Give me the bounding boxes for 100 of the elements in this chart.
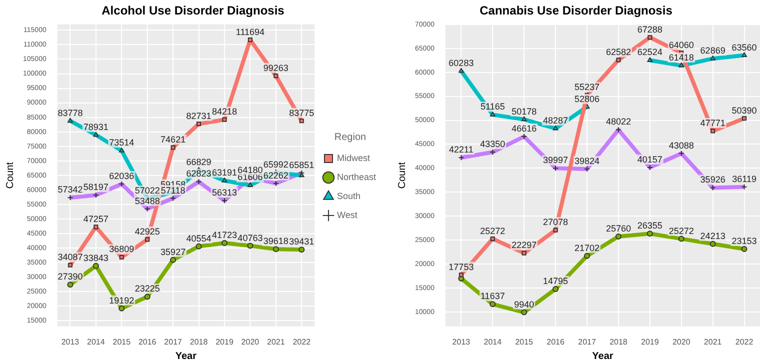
data-label: 42925 <box>134 226 160 236</box>
data-label: 84218 <box>212 106 238 117</box>
data-label: 73514 <box>109 138 134 148</box>
data-label: 36119 <box>732 174 756 184</box>
x-tick-label: 2018 <box>190 337 208 346</box>
data-label: 25272 <box>480 226 506 236</box>
x-tick-label: 2021 <box>704 337 722 346</box>
chart-title: Cannabis Use Disorder Diagnosis <box>480 4 673 18</box>
x-tick-label: 2017 <box>578 337 596 346</box>
data-label: 61418 <box>668 52 694 63</box>
data-label: 63560 <box>732 42 757 52</box>
data-label: 48022 <box>606 116 631 127</box>
data-label: 83778 <box>58 108 83 118</box>
data-label: 65851 <box>289 160 314 170</box>
data-label: 33843 <box>83 252 108 263</box>
data-label: 74621 <box>160 134 186 144</box>
legend-label: Midwest <box>336 152 370 163</box>
data-label: 19192 <box>109 295 134 306</box>
x-tick-label: 2021 <box>267 337 286 346</box>
data-label: 21702 <box>574 242 600 253</box>
data-label: 65992 <box>263 160 288 170</box>
data-label: 23153 <box>732 236 757 246</box>
data-label: 52806 <box>574 94 600 104</box>
data-label: 62036 <box>109 170 134 181</box>
y-axis-title: Count <box>396 162 408 189</box>
x-tick-label: 2020 <box>672 337 691 346</box>
legend-label: Northeast <box>336 172 376 182</box>
data-label: 11637 <box>480 291 505 302</box>
x-tick-label: 2013 <box>61 337 80 346</box>
data-label: 48287 <box>543 115 568 126</box>
data-label: 47771 <box>700 118 726 128</box>
data-label: 57022 <box>134 186 160 196</box>
data-label: 63191 <box>212 168 238 178</box>
data-label: 78931 <box>83 122 108 132</box>
data-label: 111694 <box>236 26 265 37</box>
data-label: 56313 <box>212 188 238 198</box>
x-tick-label: 2016 <box>546 337 565 346</box>
data-label: 64060 <box>668 40 694 50</box>
x-tick-label: 2017 <box>164 337 183 346</box>
data-label: 64180 <box>238 164 263 175</box>
chart-title: Alcohol Use Disorder Diagnosis <box>102 4 285 18</box>
data-label: 23225 <box>134 284 160 294</box>
x-axis-title: Year <box>592 350 614 362</box>
x-tick-label: 2015 <box>515 337 534 346</box>
legend-title: Region <box>334 132 366 143</box>
data-label: 60283 <box>448 58 474 68</box>
x-tick-label: 2014 <box>87 337 106 346</box>
data-label: 40157 <box>637 154 662 164</box>
x-tick-label: 2014 <box>484 337 502 346</box>
data-label: 14795 <box>543 276 568 286</box>
x-axis-title: Year <box>175 350 197 362</box>
data-label: 26355 <box>637 220 662 231</box>
data-label: 51165 <box>480 102 505 112</box>
data-label: 57342 <box>58 184 83 195</box>
data-label: 35926 <box>700 174 726 185</box>
data-label: 83775 <box>289 108 314 118</box>
x-tick-label: 2019 <box>216 337 234 346</box>
data-label: 67288 <box>637 24 662 34</box>
data-label: 40554 <box>186 233 212 244</box>
x-tick-label: 2022 <box>735 337 754 346</box>
data-label: 24213 <box>700 230 726 241</box>
data-label: 43088 <box>668 140 694 150</box>
data-label: 9940 <box>514 299 534 310</box>
legend-label: South <box>336 190 361 201</box>
data-label: 59158 <box>160 179 186 190</box>
legend-label: West <box>336 210 358 220</box>
data-label: 62582 <box>606 46 631 57</box>
data-label: 62524 <box>637 47 662 58</box>
x-tick-label: 2013 <box>452 337 471 346</box>
data-label: 34087 <box>58 252 83 262</box>
data-label: 35927 <box>160 246 186 257</box>
data-label: 17753 <box>448 262 474 272</box>
x-tick-label: 2022 <box>292 337 312 346</box>
data-label: 36809 <box>109 244 134 254</box>
data-label: 43350 <box>480 139 506 150</box>
data-label: 27078 <box>543 217 568 228</box>
data-label: 62262 <box>263 170 288 180</box>
data-label: 58197 <box>83 182 108 192</box>
data-label: 66829 <box>186 157 212 168</box>
data-label: 40763 <box>238 232 263 243</box>
data-label: 41723 <box>212 230 238 240</box>
data-label: 50178 <box>512 106 537 116</box>
data-label: 99263 <box>263 62 288 73</box>
data-label: 39824 <box>574 156 600 166</box>
data-label: 53488 <box>134 196 160 206</box>
data-label: 42211 <box>449 144 474 155</box>
data-label: 25760 <box>606 223 631 234</box>
data-label: 47257 <box>83 214 108 224</box>
x-tick-label: 2015 <box>112 337 132 346</box>
data-label: 62869 <box>700 46 726 56</box>
data-label: 50390 <box>732 105 757 116</box>
data-label: 39431 <box>289 236 314 247</box>
data-label: 27390 <box>58 272 83 282</box>
data-label: 39618 <box>263 236 288 246</box>
data-label: 82731 <box>186 110 212 121</box>
data-label: 57118 <box>160 185 186 196</box>
x-tick-label: 2016 <box>138 337 157 346</box>
y-axis-title: Count <box>4 162 16 189</box>
x-tick-label: 2018 <box>610 337 628 346</box>
data-label: 22297 <box>512 240 537 250</box>
